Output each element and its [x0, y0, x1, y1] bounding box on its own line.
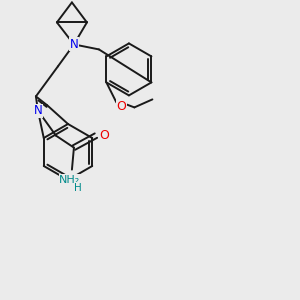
- Text: H: H: [74, 183, 82, 193]
- Text: O: O: [116, 100, 126, 113]
- Text: O: O: [99, 129, 109, 142]
- Text: NH₂: NH₂: [59, 175, 81, 184]
- Text: N: N: [34, 104, 42, 117]
- Text: N: N: [70, 38, 78, 51]
